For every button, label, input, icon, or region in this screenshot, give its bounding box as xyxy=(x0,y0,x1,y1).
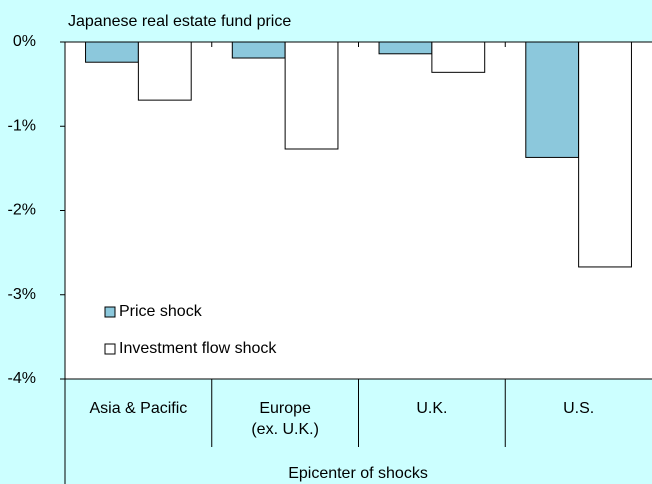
bar xyxy=(231,41,286,59)
bar xyxy=(525,41,580,158)
x-tick-label: Europe (ex. U.K.) xyxy=(251,400,319,438)
x-tick-label: U.S. xyxy=(563,400,594,417)
y-tick-label: -3% xyxy=(8,286,36,303)
y-tick-label: -2% xyxy=(8,202,36,219)
legend-swatch xyxy=(104,343,116,355)
bar xyxy=(378,41,433,55)
x-tick-label: Asia & Pacific xyxy=(89,400,187,417)
bar xyxy=(137,41,192,101)
y-tick-label: 0% xyxy=(13,33,36,50)
y-tick-label: -1% xyxy=(8,117,36,134)
bar xyxy=(284,41,339,150)
legend-label: Investment flow shock xyxy=(119,340,277,357)
bar xyxy=(578,41,632,268)
bar xyxy=(431,41,486,73)
legend-swatch xyxy=(104,306,116,318)
chart-title: Japanese real estate fund price xyxy=(68,13,291,30)
y-tick-label: -4% xyxy=(8,370,36,387)
x-tick-label: U.K. xyxy=(416,400,447,417)
legend-label: Price shock xyxy=(119,303,203,320)
x-axis-label: Epicenter of shocks xyxy=(288,465,428,482)
bar xyxy=(85,41,139,63)
